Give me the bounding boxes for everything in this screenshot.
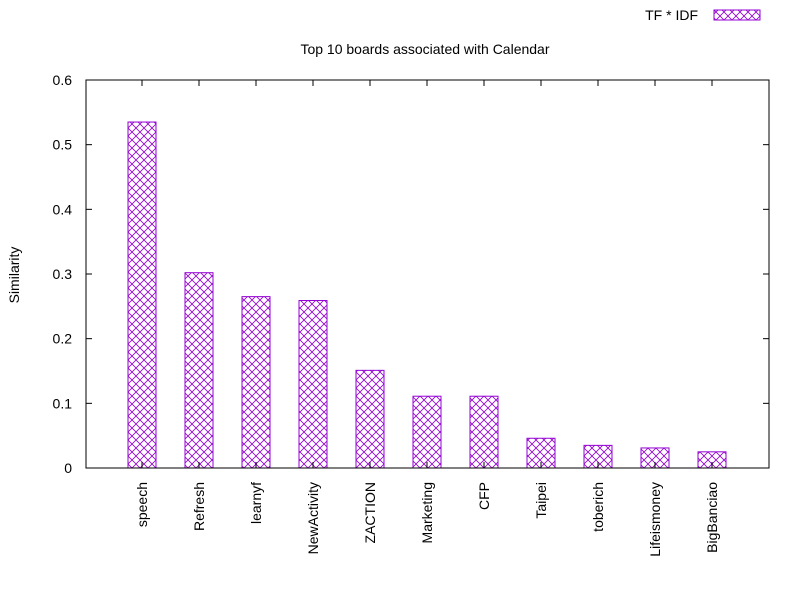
bar-refresh — [184, 272, 214, 469]
plot-frame — [85, 79, 770, 469]
y-tick-label: 0.1 — [53, 395, 73, 411]
x-tick-label: BigBanciao — [704, 482, 720, 553]
x-tick-label: Taipei — [533, 482, 549, 519]
y-tick-label: 0.6 — [53, 72, 73, 88]
legend-label: TF * IDF — [645, 7, 698, 23]
bar-marketing — [412, 395, 442, 469]
legend-swatch — [713, 9, 761, 21]
legend: TF * IDF — [645, 7, 761, 23]
bar-cfp — [469, 395, 499, 469]
bar-newactivity — [298, 300, 328, 469]
x-tick-label: toberich — [590, 482, 606, 532]
x-tick-label: Refresh — [191, 482, 207, 531]
y-tick-label: 0 — [64, 460, 72, 476]
x-tick-label: Marketing — [419, 482, 435, 543]
y-tick-label: 0.5 — [53, 137, 73, 153]
x-tick-label: Lifeismoney — [647, 482, 663, 557]
y-axis-label: Similarity — [6, 247, 22, 304]
chart-title: Top 10 boards associated with Calendar — [300, 41, 549, 57]
bar-speech — [127, 121, 157, 469]
x-tick-label: NewActivity — [305, 482, 321, 554]
x-tick-label: speech — [134, 482, 150, 527]
bar-learnyf — [241, 296, 271, 469]
bar-zaction — [355, 369, 385, 469]
y-tick-label: 0.4 — [53, 201, 73, 217]
x-tick-label: CFP — [476, 482, 492, 510]
y-tick-label: 0.3 — [53, 266, 73, 282]
x-tick-label: ZACTION — [362, 482, 378, 543]
y-tick-label: 0.2 — [53, 331, 73, 347]
x-tick-label: learnyf — [248, 482, 264, 524]
